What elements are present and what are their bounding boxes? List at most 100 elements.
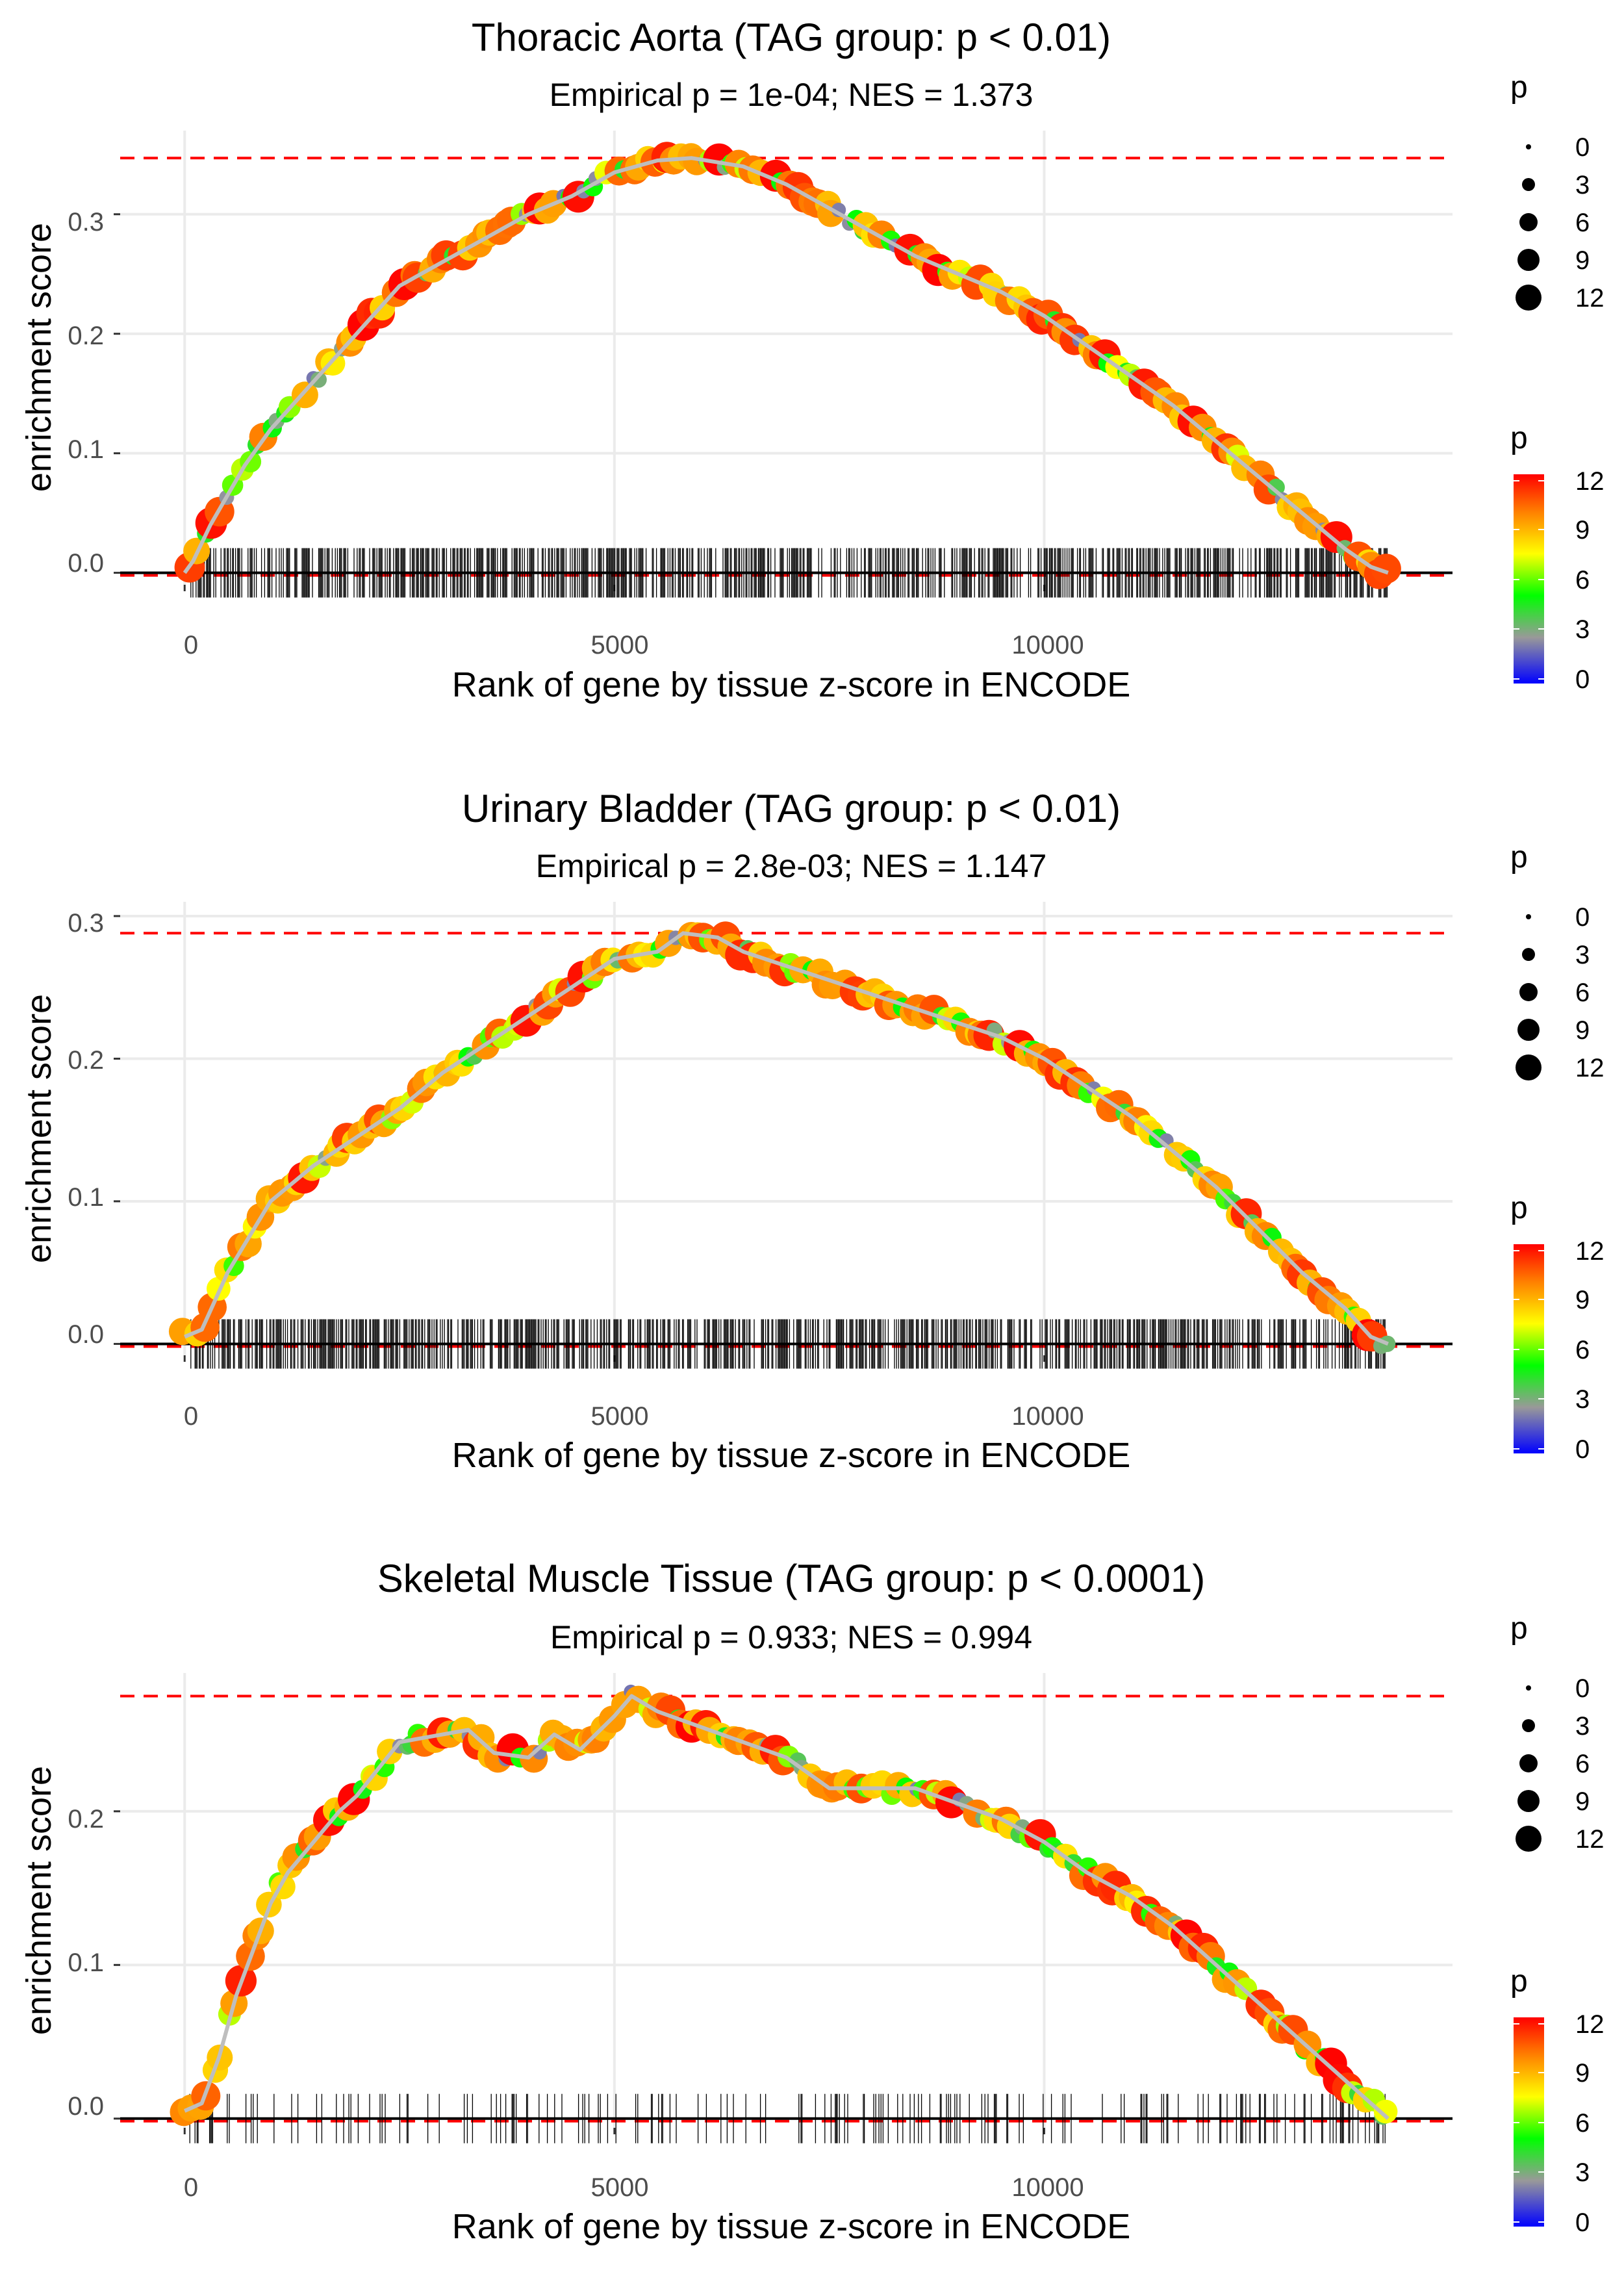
data-point (291, 381, 318, 409)
y-tick-label: 0.2 (68, 322, 104, 350)
size-legend-label: 6 (1575, 209, 1590, 237)
size-legend-label: 0 (1575, 1674, 1590, 1703)
y-axis-label: enrichment score (19, 223, 58, 492)
grid (114, 131, 1453, 591)
size-legend-key (1526, 144, 1531, 149)
size-legend-label: 12 (1575, 284, 1605, 313)
plot-area (114, 131, 1453, 598)
size-legend-key (1526, 1685, 1531, 1691)
size-legend-label: 3 (1575, 1712, 1590, 1741)
y-tick-label: 0.0 (68, 549, 104, 578)
size-legend: p 0 3 6 9 12 (1510, 1611, 1605, 1854)
y-tick-label: 0.3 (68, 208, 104, 236)
y-tick-label: 0.1 (68, 1183, 104, 1212)
size-legend-title: p (1510, 840, 1528, 875)
size-legend-key (1517, 249, 1540, 271)
panel-2: Urinary Bladder (TAG group: p < 0.01) Em… (19, 787, 1605, 1475)
size-legend-key (1522, 178, 1535, 191)
color-legend-title: p (1510, 421, 1528, 455)
color-legend: p 12 9 6 3 0 (1510, 421, 1605, 694)
colorbar-label: 0 (1575, 2208, 1590, 2237)
panel-1: Thoracic Aorta (TAG group: p < 0.01) Emp… (19, 16, 1605, 704)
size-legend-label: 12 (1575, 1825, 1605, 1854)
size-legend-label: 9 (1575, 246, 1590, 275)
size-legend-key (1519, 1754, 1538, 1772)
panel-subtitle: Empirical p = 2.8e-03; NES = 1.147 (536, 848, 1047, 884)
colorbar-label: 0 (1575, 1435, 1590, 1464)
size-legend-key (1516, 285, 1542, 311)
colorbar-label: 3 (1575, 1385, 1590, 1414)
running-es-line (183, 1694, 1389, 2121)
x-tick-label: 5000 (591, 631, 649, 659)
color-legend-title: p (1510, 1964, 1528, 1999)
x-axis-label: Rank of gene by tissue z-score in ENCODE (452, 1436, 1130, 1475)
size-legend-label: 3 (1575, 941, 1590, 969)
colorbar-label: 0 (1575, 665, 1590, 694)
running-es-line (184, 931, 1389, 1346)
size-legend: p 0 3 6 9 12 (1510, 840, 1605, 1082)
size-legend-title: p (1510, 70, 1528, 105)
y-tick-label: 0.1 (68, 1948, 104, 1977)
data-point (1373, 2099, 1398, 2124)
panel-title: Skeletal Muscle Tissue (TAG group: p < 0… (377, 1557, 1206, 1600)
size-legend-key (1519, 983, 1538, 1001)
size-legend-key (1526, 914, 1531, 919)
x-tick-label: 10000 (1011, 1402, 1084, 1431)
y-tick-label: 0.3 (68, 909, 104, 938)
data-point (1371, 554, 1401, 584)
size-legend-key (1522, 1719, 1535, 1732)
plot-area (114, 902, 1453, 1369)
colorbar-label: 12 (1575, 1237, 1605, 1266)
size-legend-label: 0 (1575, 903, 1590, 932)
x-tick-label: 0 (184, 1402, 198, 1431)
colorbar-label: 6 (1575, 566, 1590, 594)
size-legend: p 0 3 6 9 12 (1510, 70, 1605, 313)
x-tick-label: 10000 (1011, 631, 1084, 659)
size-legend-key (1517, 1019, 1540, 1041)
y-tick-label: 0.0 (68, 1320, 104, 1349)
size-legend-key (1519, 213, 1538, 231)
points (170, 1684, 1398, 2127)
size-legend-label: 9 (1575, 1787, 1590, 1816)
y-tick-label: 0.2 (68, 1046, 104, 1075)
size-legend-key (1516, 1826, 1542, 1852)
x-tick-label: 0 (184, 2173, 198, 2202)
colorbar-label: 9 (1575, 1286, 1590, 1314)
size-legend-label: 0 (1575, 133, 1590, 162)
x-axis-label: Rank of gene by tissue z-score in ENCODE (452, 2207, 1130, 2246)
plot-area (114, 1673, 1453, 2143)
colorbar-label: 12 (1575, 2010, 1605, 2039)
y-tick-label: 0.1 (68, 435, 104, 464)
x-axis-label: Rank of gene by tissue z-score in ENCODE (452, 665, 1130, 704)
y-tick-label: 0.2 (68, 1805, 104, 1833)
size-legend-label: 6 (1575, 1750, 1590, 1778)
colorbar-label: 12 (1575, 467, 1605, 496)
panel-subtitle: Empirical p = 1e-04; NES = 1.373 (550, 77, 1034, 113)
panel-title: Thoracic Aorta (TAG group: p < 0.01) (472, 16, 1111, 59)
color-legend-title: p (1510, 1191, 1528, 1225)
size-legend-key (1522, 948, 1535, 961)
size-legend-label: 9 (1575, 1016, 1590, 1045)
colorbar-label: 3 (1575, 615, 1590, 644)
running-es-line (183, 156, 1389, 575)
panel-subtitle: Empirical p = 0.933; NES = 0.994 (550, 1619, 1032, 1655)
y-axis-label: enrichment score (19, 994, 58, 1263)
size-legend-label: 3 (1575, 171, 1590, 199)
data-point (311, 372, 327, 388)
size-legend-title: p (1510, 1611, 1528, 1646)
y-tick-label: 0.0 (68, 2092, 104, 2121)
panel-3: Skeletal Muscle Tissue (TAG group: p < 0… (19, 1557, 1605, 2246)
data-point (1267, 478, 1285, 496)
color-legend: p 12 9 6 3 0 (1510, 1191, 1605, 1464)
colorbar-label: 6 (1575, 2109, 1590, 2138)
colorbar-label: 9 (1575, 2059, 1590, 2088)
size-legend-key (1516, 1054, 1542, 1080)
x-tick-label: 5000 (591, 1402, 649, 1431)
x-tick-label: 0 (184, 631, 198, 659)
x-tick-label: 10000 (1011, 2173, 1084, 2202)
size-legend-key (1517, 1790, 1540, 1812)
color-legend: p 12 9 6 3 0 (1510, 1964, 1605, 2237)
size-legend-label: 6 (1575, 978, 1590, 1007)
y-axis-label: enrichment score (19, 1766, 58, 2035)
